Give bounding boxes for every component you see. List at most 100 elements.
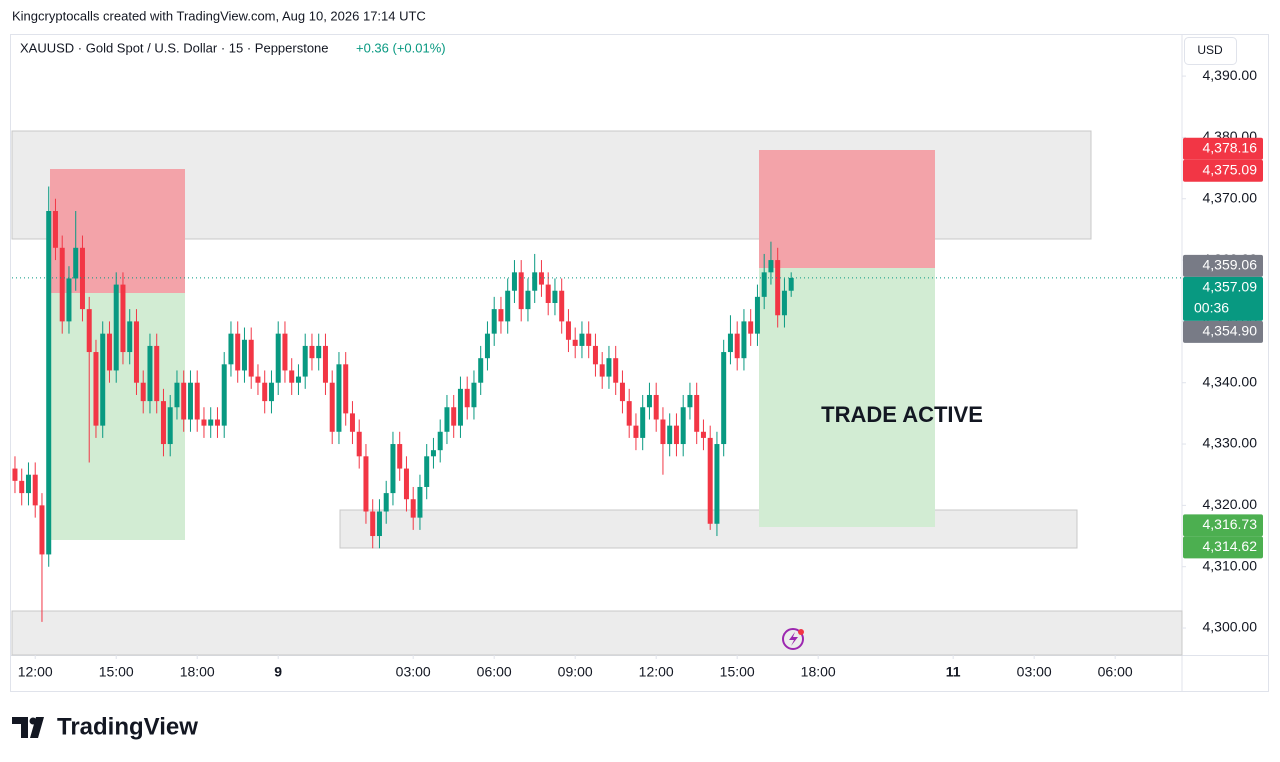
candle-body <box>316 345 322 359</box>
candle-body <box>302 345 308 377</box>
candle-body <box>356 431 362 457</box>
x-tick-label: 18:00 <box>180 664 215 680</box>
price-label: 4,357.09 <box>1203 279 1258 295</box>
x-tick-label: 06:00 <box>1098 664 1133 680</box>
candle-body <box>680 407 686 445</box>
y-tick-label: 4,310.00 <box>1203 557 1258 573</box>
stop-area <box>759 150 935 268</box>
candle-body <box>120 284 126 353</box>
x-tick-label: 18:00 <box>801 664 836 680</box>
candle-body <box>295 376 301 383</box>
candle-body <box>444 407 450 432</box>
candle-body <box>761 272 767 297</box>
x-tick-label: 11 <box>946 664 961 680</box>
candle-body <box>430 450 436 457</box>
price-label: 4,359.06 <box>1203 257 1258 273</box>
candle-body <box>511 272 517 291</box>
candle-body <box>559 290 565 322</box>
candle-body <box>113 284 119 371</box>
symbol: XAUUSD · Gold Spot / U.S. Dollar · 15 · … <box>20 40 329 55</box>
candle-body <box>464 388 470 408</box>
candle-body <box>32 474 38 506</box>
candle-body <box>579 333 585 346</box>
candle-body <box>329 382 335 432</box>
candle-body <box>25 474 31 494</box>
candle-body <box>208 419 214 426</box>
countdown: 00:36 <box>1194 300 1229 316</box>
candle-body <box>734 333 740 359</box>
candle-body <box>214 419 220 426</box>
currency-box[interactable] <box>1184 37 1237 65</box>
candle-body <box>660 419 666 445</box>
candle-body <box>424 456 430 487</box>
brand-logo: TradingView <box>12 713 198 740</box>
price-label-box <box>1183 320 1263 343</box>
candle-body <box>127 321 133 353</box>
candle-body <box>140 382 146 402</box>
candle-body <box>282 333 288 371</box>
candle-body <box>343 364 349 414</box>
price-label-box <box>1183 137 1263 160</box>
candle-body <box>370 511 376 537</box>
candle-body <box>52 211 58 248</box>
annotation: TRADE ACTIVE <box>821 402 983 427</box>
candle-body <box>538 272 544 285</box>
candle-body <box>390 444 396 494</box>
x-tick-label: 12:00 <box>18 664 53 680</box>
alert-icon[interactable] <box>782 628 804 650</box>
candle-body <box>19 480 25 494</box>
currency: USD <box>1197 43 1223 57</box>
candle-body <box>73 247 79 279</box>
y-tick-label: 4,300.00 <box>1203 619 1258 635</box>
candle-body <box>484 333 490 359</box>
candle-body <box>241 339 247 371</box>
stop-area <box>50 169 185 293</box>
x-tick-label: 03:00 <box>396 664 431 680</box>
candle-body <box>403 468 409 500</box>
candle-body <box>66 278 72 322</box>
candle-body <box>86 309 92 353</box>
candle-body <box>626 401 632 426</box>
candle-body <box>100 333 106 426</box>
price-label: 4,354.90 <box>1203 323 1258 339</box>
change: +0.36 (+0.01%) <box>356 40 446 55</box>
candle-body <box>775 260 781 316</box>
candle-body <box>694 394 700 432</box>
candle-body <box>788 277 794 291</box>
candle-body <box>700 431 706 438</box>
plot <box>12 186 1182 622</box>
candle-body <box>410 499 416 518</box>
candle-body <box>586 333 592 346</box>
candle-body <box>552 290 558 303</box>
target-area <box>759 268 935 527</box>
x-tick-label: 12:00 <box>639 664 674 680</box>
price-label: 4,378.16 <box>1203 139 1258 155</box>
candle-body <box>349 413 355 432</box>
price-label: 4,314.62 <box>1203 538 1258 554</box>
candle-body <box>133 321 139 383</box>
candle-body <box>667 425 673 445</box>
candle-body <box>545 284 551 303</box>
candle-body <box>673 425 679 445</box>
candle-body <box>181 382 187 420</box>
candle-body <box>160 401 166 445</box>
candle-body <box>741 321 747 359</box>
alert-bolt <box>789 632 798 646</box>
candle-body <box>187 382 193 420</box>
candle-body <box>106 333 112 371</box>
candle-body <box>147 345 153 402</box>
candle-body <box>781 290 787 316</box>
candle-body <box>194 382 200 420</box>
candle-body <box>235 333 241 371</box>
candle-body <box>606 358 612 377</box>
candle-body <box>498 309 504 322</box>
candle-body <box>613 358 619 383</box>
brand: TradingView <box>57 713 198 740</box>
candle-body <box>565 321 571 340</box>
candle-body <box>262 382 268 402</box>
candle-body <box>59 247 65 322</box>
candle-body <box>748 321 754 334</box>
candle-body <box>383 493 389 512</box>
candle-body <box>12 468 18 481</box>
candle-body <box>289 370 295 383</box>
